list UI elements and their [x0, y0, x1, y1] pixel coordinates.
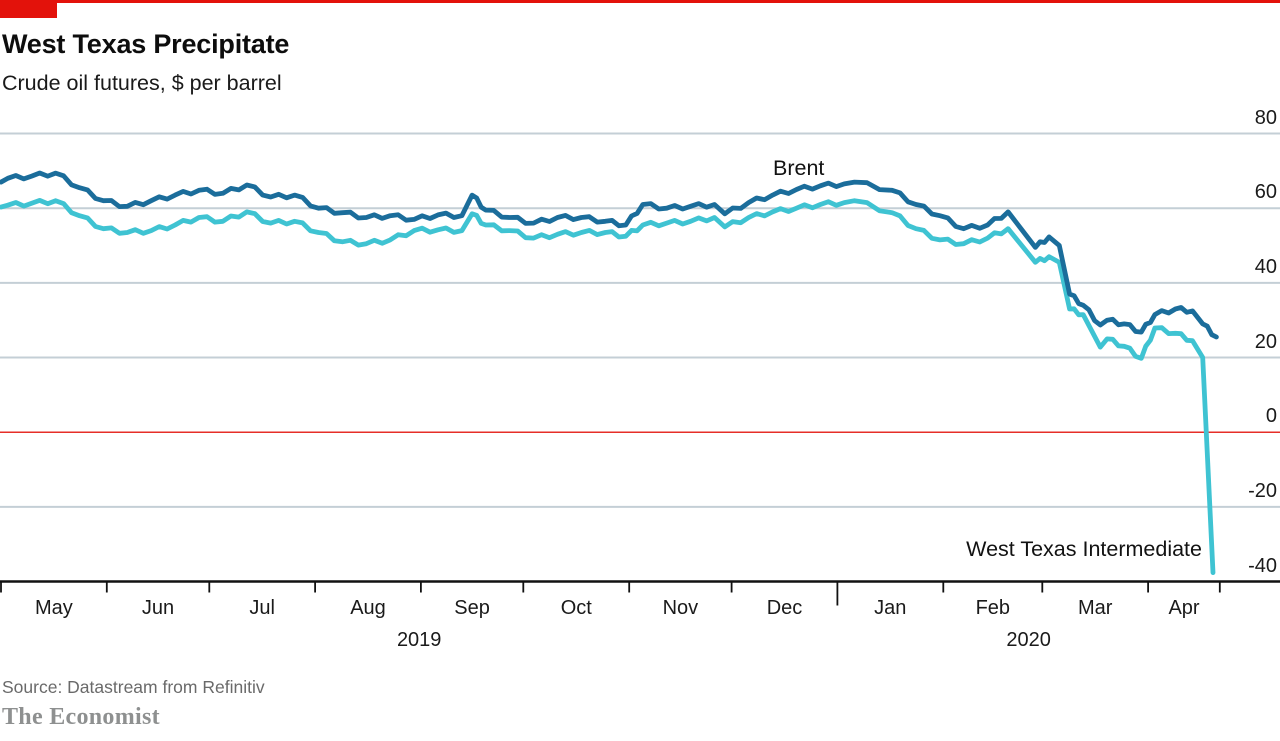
y-axis-label--40: -40: [1248, 554, 1277, 577]
month-label-may: May: [34, 597, 73, 619]
economist-wordmark: The Economist: [2, 704, 160, 730]
month-label-oct: Oct: [560, 597, 592, 619]
top-red-rule: [0, 0, 1280, 3]
wti-series-label: West Texas Intermediate: [966, 537, 1202, 561]
month-label-jul: Jul: [249, 597, 275, 619]
brent-series-label: Brent: [773, 156, 825, 180]
month-label-jan: Jan: [874, 597, 907, 619]
month-label-aug: Aug: [350, 597, 386, 619]
y-axis-label-0: 0: [1265, 405, 1277, 428]
series-line-brent: [0, 170, 1219, 340]
year-label-2020: 2020: [1006, 629, 1051, 651]
y-axis-label-60: 60: [1254, 181, 1277, 204]
y-axis-label-80: 80: [1254, 106, 1277, 129]
chart-title: West Texas Precipitate: [2, 29, 290, 59]
month-label-sep: Sep: [454, 597, 490, 619]
month-label-nov: Nov: [662, 597, 699, 619]
series-line-wti: [0, 198, 1216, 575]
month-label-feb: Feb: [975, 597, 1011, 619]
month-label-mar: Mar: [1077, 597, 1113, 619]
chart-subtitle: Crude oil futures, $ per barrel: [2, 71, 282, 95]
economist-red-tab: [0, 0, 57, 18]
month-label-dec: Dec: [766, 597, 803, 619]
month-label-jun: Jun: [141, 597, 175, 619]
y-axis-label--20: -20: [1248, 479, 1277, 502]
y-axis-label-40: 40: [1254, 255, 1277, 278]
y-axis-label-20: 20: [1254, 330, 1277, 353]
year-label-2019: 2019: [396, 629, 442, 651]
month-label-apr: Apr: [1168, 597, 1200, 619]
source-note: Source: Datastream from Refinitiv: [2, 677, 265, 697]
